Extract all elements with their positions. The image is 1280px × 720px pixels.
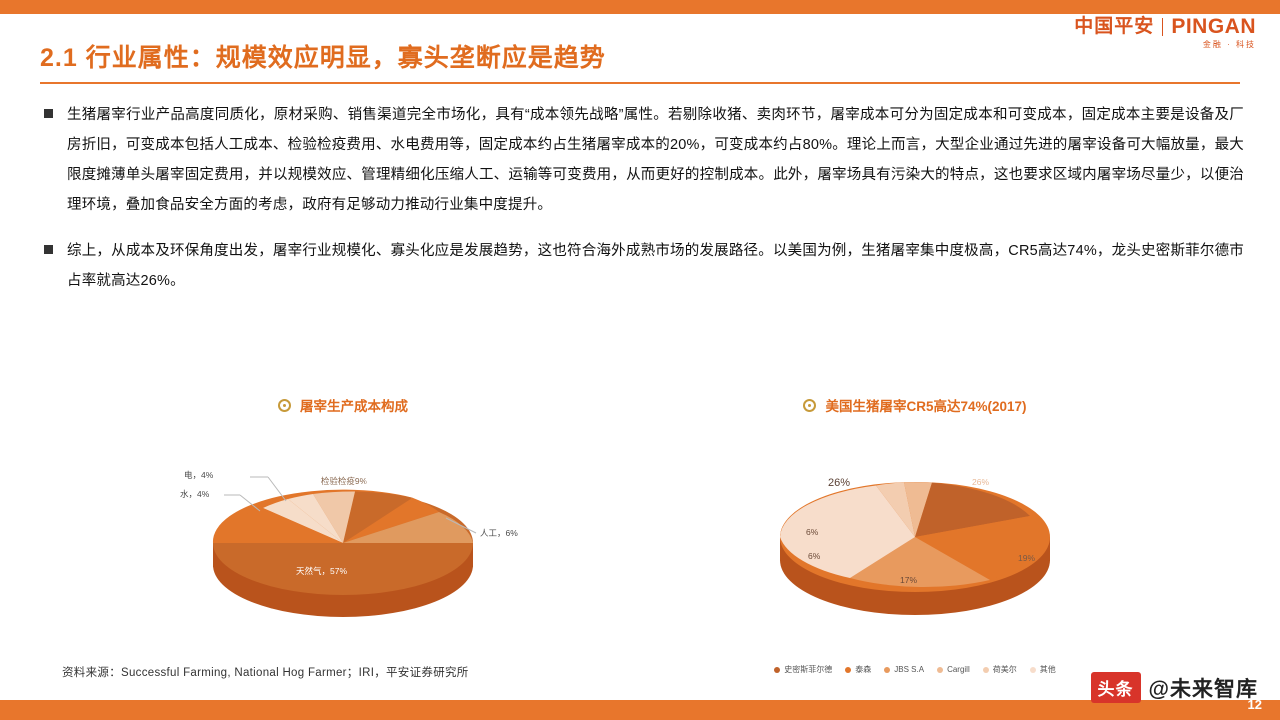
- pingan-logo: 中国平安 PINGAN 金融 · 科技: [1074, 16, 1256, 49]
- pie-label-inspection: 检验检疫9%: [320, 476, 368, 486]
- legend-label: 荷美尔: [992, 665, 1017, 674]
- legend-color-swatch: [884, 666, 891, 673]
- top-accent-bar: [0, 0, 1280, 14]
- watermark-badge: 头条: [1090, 672, 1141, 703]
- paragraph-2-text: 综上，从成本及环保角度出发，屠宰行业规模化、寡头化应是发展趋势，这也符合海外成熟…: [67, 243, 1244, 289]
- source-note: 资料来源：Successful Farming, National Hog Fa…: [62, 667, 469, 679]
- pie-label-other: 26%: [828, 477, 851, 489]
- legend-item-0: 史密斯菲尔德: [774, 664, 832, 675]
- legend-color-swatch: [774, 666, 781, 673]
- logo-divider: [1162, 17, 1164, 36]
- body-content: 生猪屠宰行业产品高度同质化，原材采购、销售渠道完全市场化，具有“成本领先战略”属…: [44, 100, 1244, 312]
- legend-color-swatch: [1029, 666, 1036, 673]
- legend-color-swatch: [937, 666, 944, 673]
- pie-svg-right: [780, 482, 1050, 615]
- pie-label-cargill: 6%: [806, 527, 819, 537]
- paragraph-1: 生猪屠宰行业产品高度同质化，原材采购、销售渠道完全市场化，具有“成本领先战略”属…: [44, 100, 1244, 220]
- paragraph-2: 综上，从成本及环保角度出发，屠宰行业规模化、寡头化应是发展趋势，这也符合海外成熟…: [44, 236, 1244, 296]
- page-number: 12: [1247, 697, 1262, 712]
- paragraph-1-text: 生猪屠宰行业产品高度同质化，原材采购、销售渠道完全市场化，具有“成本领先战略”属…: [67, 107, 1244, 213]
- chart-block-us-cr5: 美国生猪屠宰CR5高达74%(2017) 26% 26% 19% 17% 6%: [700, 395, 1130, 675]
- pie-label-electricity: 电，4%: [184, 470, 214, 480]
- chart-left-header: 屠宰生产成本构成: [128, 395, 558, 415]
- title-underline: [40, 82, 1240, 84]
- logo-chinese-text: 中国平安: [1074, 16, 1155, 37]
- square-bullet-icon: [44, 109, 53, 118]
- pie-label-tyson: 19%: [1018, 553, 1036, 563]
- pie-legend-us-cr5: 史密斯菲尔德 泰森 JBS S.A Cargill 荷美尔 其他: [700, 664, 1130, 675]
- page-title: 2.1 行业属性：规模效应明显，寡头垄断应是趋势: [40, 44, 606, 72]
- bullet-ring-icon: [278, 398, 291, 412]
- legend-item-3: Cargill: [937, 665, 970, 674]
- pie-label-natural-gas: 天然气，57%: [296, 566, 348, 576]
- slide-header: 2.1 行业属性：规模效应明显，寡头垄断应是趋势: [40, 38, 1250, 84]
- legend-item-5: 其他: [1029, 664, 1056, 675]
- bullet-ring-icon: [803, 398, 817, 412]
- pie-chart-cost-structure: 电，4% 水，4% 检验检疫9% 固定资产折旧20% 人工，6% 天然气，57%: [128, 415, 558, 660]
- pie-svg-left: [212, 476, 477, 617]
- chart-block-cost-structure: 屠宰生产成本构成: [128, 395, 558, 660]
- chart-right-header: 美国生猪屠宰CR5高达74%(2017): [700, 395, 1130, 415]
- legend-label: 泰森: [855, 665, 872, 674]
- legend-item-4: 荷美尔: [982, 664, 1017, 675]
- watermark: 头条 @未来智库: [1090, 672, 1258, 703]
- pie-label-smithfield: 26%: [972, 477, 990, 487]
- pie-label-water: 水，4%: [180, 489, 210, 499]
- watermark-text: @未来智库: [1148, 677, 1258, 701]
- legend-item-2: JBS S.A: [884, 665, 924, 674]
- pie-label-hormel: 6%: [808, 551, 821, 561]
- pie-label-jbs: 17%: [900, 575, 918, 585]
- pie-label-labor: 人工，6%: [480, 528, 518, 538]
- legend-label: Cargill: [947, 665, 970, 674]
- legend-color-swatch: [982, 666, 989, 673]
- logo-subtitle: 金融 · 科技: [1202, 40, 1256, 49]
- square-bullet-icon: [44, 245, 53, 254]
- chart-right-title: 美国生猪屠宰CR5高达74%(2017): [825, 399, 1027, 414]
- pie-label-depreciation: 固定资产折旧20%: [364, 476, 433, 486]
- logo-english-text: PINGAN: [1171, 15, 1256, 38]
- legend-label: JBS S.A: [894, 665, 925, 674]
- legend-label: 史密斯菲尔德: [784, 665, 833, 674]
- footer-accent-bar: [0, 700, 1280, 720]
- pie-chart-us-cr5: 26% 26% 19% 17% 6% 6%: [700, 415, 1130, 660]
- legend-item-1: 泰森: [845, 664, 871, 675]
- legend-label: 其他: [1039, 665, 1056, 674]
- chart-left-title: 屠宰生产成本构成: [300, 399, 408, 414]
- legend-color-swatch: [845, 666, 852, 673]
